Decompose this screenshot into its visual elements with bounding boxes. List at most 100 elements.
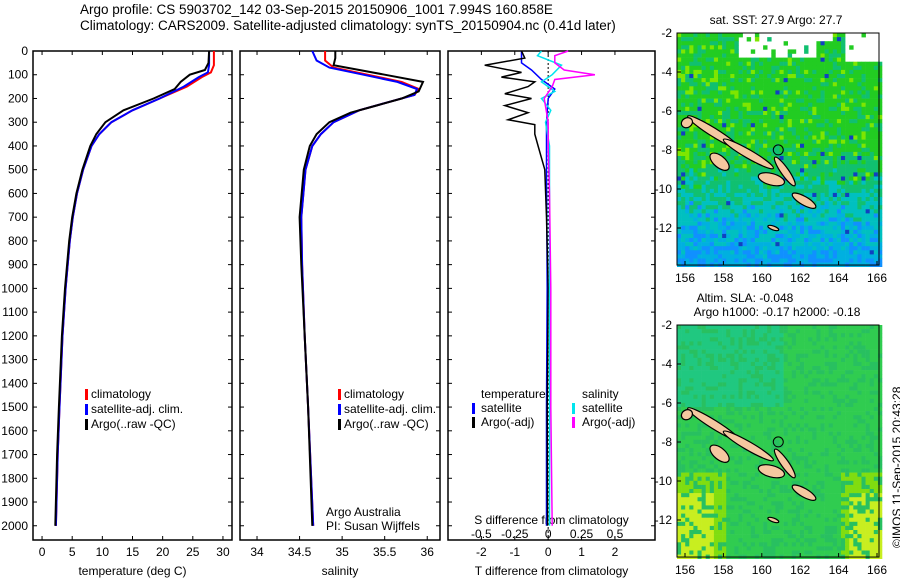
map-pixel xyxy=(824,86,829,91)
map-pixel xyxy=(865,78,870,83)
map-pixel xyxy=(857,370,862,375)
map-pixel xyxy=(759,61,764,67)
map-pixel xyxy=(771,151,776,157)
map-pixel xyxy=(877,254,883,259)
map-pixel xyxy=(705,94,711,99)
map-pixel xyxy=(800,468,805,473)
map-pixel xyxy=(705,394,711,400)
map-pixel xyxy=(791,476,797,482)
map-pixel xyxy=(804,217,809,222)
map-pixel xyxy=(857,143,862,149)
map-pixel xyxy=(742,164,747,169)
map-pixel xyxy=(746,250,752,255)
map-pixel xyxy=(820,45,825,50)
map-pixel xyxy=(701,394,706,400)
map-pixel xyxy=(861,180,866,185)
map-pixel xyxy=(771,49,776,54)
map-pixel xyxy=(738,353,743,359)
map-pixel xyxy=(828,69,834,75)
map-pixel xyxy=(808,65,813,71)
map-pixel xyxy=(853,349,858,354)
map-pixel xyxy=(750,419,756,424)
map-pixel xyxy=(865,431,870,436)
map-pixel xyxy=(685,337,690,342)
map-pixel xyxy=(685,225,690,231)
map-pixel xyxy=(746,242,752,247)
map-pixel xyxy=(718,53,723,58)
map-pixel xyxy=(787,435,793,441)
map-pixel xyxy=(775,246,780,251)
map-pixel xyxy=(804,468,809,473)
map-pixel xyxy=(681,69,686,75)
map-pixel xyxy=(820,115,825,120)
map-pixel xyxy=(763,61,768,67)
map-pixel xyxy=(709,386,715,391)
map-pixel xyxy=(836,464,842,469)
map-pixel xyxy=(713,345,719,350)
map-pixel xyxy=(845,225,850,231)
map-pixel xyxy=(779,94,784,99)
map-pixel xyxy=(783,341,788,346)
map-pixel xyxy=(873,353,879,359)
map-pixel xyxy=(726,378,731,383)
map-pixel xyxy=(734,415,739,420)
map-pixel xyxy=(795,370,801,375)
map-pixel xyxy=(709,246,715,251)
map-pixel xyxy=(787,164,793,169)
map-pixel xyxy=(873,464,879,469)
map-pixel xyxy=(849,345,854,350)
map-pixel xyxy=(820,407,825,412)
map-pixel xyxy=(705,258,711,263)
map-pixel xyxy=(845,460,850,465)
map-pixel xyxy=(697,427,702,432)
map-pixel xyxy=(816,94,821,99)
map-pixel xyxy=(742,431,747,436)
map-pixel xyxy=(689,106,694,112)
x-tick-label: 36 xyxy=(421,545,435,559)
map-pixel xyxy=(775,489,780,494)
map-pixel xyxy=(849,435,854,441)
map-pixel xyxy=(681,439,686,445)
map-pixel xyxy=(685,61,690,67)
map-pixel xyxy=(746,468,752,473)
map-pixel xyxy=(779,90,784,95)
map-pixel xyxy=(795,94,801,99)
map-pixel xyxy=(742,472,747,477)
map-pixel xyxy=(873,78,879,83)
map-pixel xyxy=(689,78,694,83)
map-pixel xyxy=(836,82,842,87)
map-pixel xyxy=(750,431,756,436)
map-pixel xyxy=(783,489,788,494)
map-pixel xyxy=(836,337,842,342)
map-pixel xyxy=(783,131,788,136)
map-pixel xyxy=(849,205,854,210)
map-pixel xyxy=(681,86,686,91)
map-pixel xyxy=(771,131,776,136)
map-pixel xyxy=(763,123,768,128)
map-pixel xyxy=(681,329,686,334)
map-pixel xyxy=(763,341,768,346)
map-pixel xyxy=(689,398,694,404)
map-pixel xyxy=(754,370,760,375)
y-tick-label: 1600 xyxy=(1,424,28,438)
map-pixel xyxy=(709,394,715,400)
map-pixel xyxy=(681,33,686,38)
map-pixel xyxy=(689,435,694,441)
map-pixel xyxy=(763,333,768,338)
map-pixel xyxy=(849,229,854,235)
map-pixel xyxy=(718,398,723,404)
map-pixel xyxy=(726,238,731,243)
map-pixel xyxy=(759,472,764,477)
map-pixel xyxy=(828,394,834,400)
map-pixel xyxy=(820,184,825,190)
map-pixel xyxy=(869,119,875,124)
map-pixel xyxy=(857,407,862,412)
map-pixel xyxy=(800,225,805,231)
map-pixel xyxy=(869,484,875,490)
map-pixel xyxy=(693,33,698,38)
map-pixel xyxy=(787,233,793,239)
map-pixel xyxy=(779,123,784,128)
map-pixel xyxy=(865,176,870,181)
map-pixel xyxy=(754,221,760,226)
map-pixel xyxy=(771,378,776,383)
